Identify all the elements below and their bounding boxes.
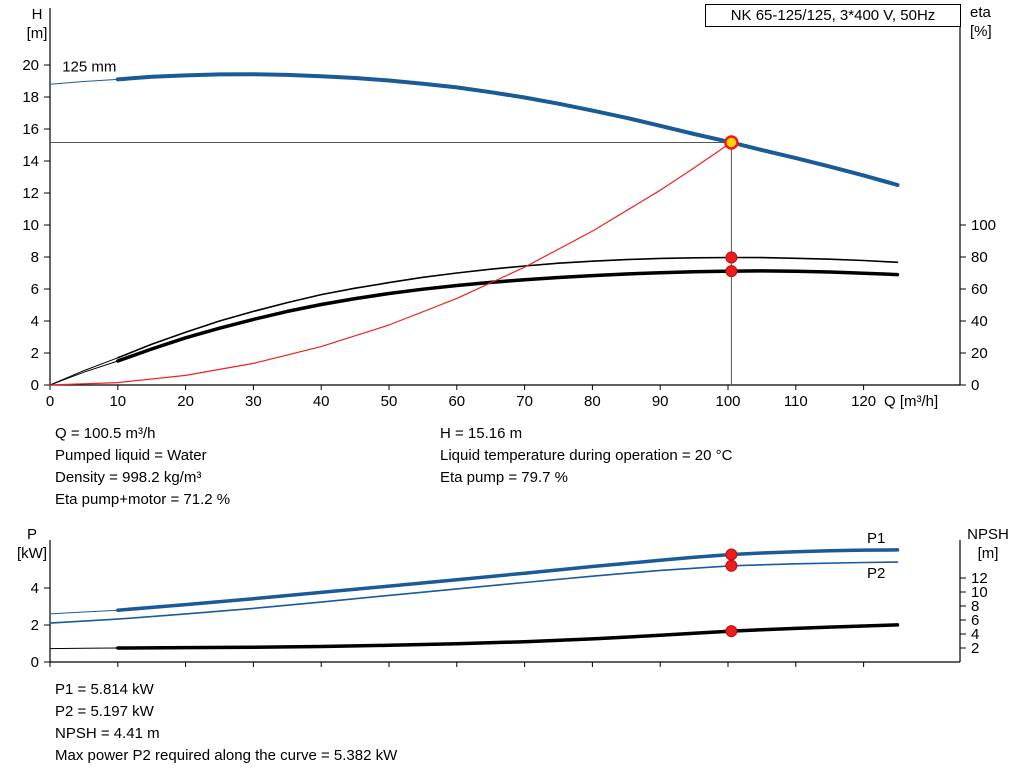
curve-point-marker <box>725 625 738 638</box>
x-tick-label: 0 <box>46 393 54 410</box>
y-tick-right-label: 80 <box>971 249 988 266</box>
system-curve <box>49 141 733 386</box>
p1-curve <box>116 548 900 612</box>
annotation-line: Pumped liquid = Water <box>55 447 207 464</box>
y-tick-right-label: 60 <box>971 281 988 298</box>
eta-axis-title: eta [%] <box>970 3 1016 41</box>
p2-curve <box>49 561 899 624</box>
y-tick-left-label: 2 <box>31 345 39 362</box>
y-tick-right-label: 12 <box>971 570 988 587</box>
eta-pump-motor-lead <box>49 360 119 386</box>
x-tick-label: 20 <box>177 393 194 410</box>
y-tick-right-label: 6 <box>971 612 979 629</box>
axis-title-line: eta <box>970 4 991 21</box>
curve-point-marker <box>725 265 738 278</box>
y-tick-right-label: 0 <box>971 377 979 394</box>
y-tick-left-label: 18 <box>22 89 39 106</box>
npsh-lead <box>49 647 119 650</box>
x-tick-label: 70 <box>516 393 533 410</box>
y-tick-left-label: 0 <box>31 377 39 394</box>
x-tick-label: 100 <box>715 393 740 410</box>
eta-pump-motor-curve <box>116 269 900 363</box>
curve-label: 125 mm <box>62 58 116 75</box>
x-tick-label: 120 <box>851 393 876 410</box>
axis-title-line: [m] <box>977 545 999 562</box>
axis-title-line: NPSH <box>967 526 1009 543</box>
curve-label: P1 <box>867 530 885 547</box>
pump-title-box: NK 65-125/125, 3*400 V, 50Hz <box>705 4 961 27</box>
y-tick-left-label: 4 <box>31 313 39 330</box>
annotation-line: P2 = 5.197 kW <box>55 703 154 720</box>
x-tick-label: 10 <box>109 393 126 410</box>
y-tick-right-label: 100 <box>971 217 996 234</box>
duty-point-marker <box>724 135 739 150</box>
x-tick-label: 50 <box>381 393 398 410</box>
power-annotations: P1 = 5.814 kW P2 = 5.197 kW NPSH = 4.41 … <box>55 679 397 767</box>
annotation-line: Eta pump+motor = 71.2 % <box>55 491 231 508</box>
y-tick-right-label: 2 <box>971 640 979 657</box>
y-tick-left-label: 12 <box>22 185 39 202</box>
curve-point-marker <box>725 559 738 572</box>
curve-point-marker <box>725 548 738 561</box>
annotation-line: NPSH = 4.41 m <box>55 725 160 742</box>
y-tick-right-label: 4 <box>971 626 979 643</box>
duty-annotations-left: Q = 100.5 m³/h Pumped liquid = Water Den… <box>55 423 230 511</box>
x-tick-label: 40 <box>313 393 330 410</box>
y-tick-left-label: 0 <box>31 654 39 671</box>
y-tick-left-label: 10 <box>22 217 39 234</box>
pump-title: NK 65-125/125, 3*400 V, 50Hz <box>730 7 936 24</box>
axis-title-line: [kW] <box>17 545 47 562</box>
q-axis-title: Q [m³/h] <box>884 393 939 410</box>
annotation-line: Q = 100.5 m³/h <box>55 425 156 442</box>
x-tick-label: 30 <box>245 393 262 410</box>
p1-lead <box>49 609 119 615</box>
y-tick-left-label: 6 <box>31 281 39 298</box>
x-tick-label: 110 <box>784 393 808 410</box>
x-tick-label: 80 <box>584 393 601 410</box>
y-tick-right-label: 20 <box>971 345 988 362</box>
y-tick-left-label: 14 <box>22 153 39 170</box>
y-tick-right-label: 40 <box>971 313 988 330</box>
p-axis-title: P [kW] <box>10 525 54 563</box>
annotation-line: Liquid temperature during operation = 20… <box>440 447 733 464</box>
y-tick-left-label: 20 <box>22 57 39 74</box>
eta-pump-curve <box>117 256 899 359</box>
axis-title-line: [m] <box>26 25 48 42</box>
pump-curve-125mm <box>115 72 900 187</box>
h-axis-title: H [m] <box>20 5 54 43</box>
annotation-line: P1 = 5.814 kW <box>55 681 154 698</box>
y-tick-left-label: 8 <box>31 249 39 266</box>
pump-curve-lead <box>49 78 119 85</box>
y-tick-left-label: 4 <box>31 580 39 597</box>
annotation-line: Eta pump = 79.7 % <box>440 469 568 486</box>
npsh-axis-title: NPSH [m] <box>964 525 1012 563</box>
annotation-line: Max power P2 required along the curve = … <box>55 747 398 764</box>
y-tick-right-label: 10 <box>971 584 988 601</box>
npsh-curve <box>116 623 900 650</box>
y-tick-right-label: 8 <box>971 598 979 615</box>
curve-point-marker <box>725 251 738 264</box>
duty-annotations-right: H = 15.16 m Liquid temperature during op… <box>440 423 732 489</box>
axis-title-line: H <box>31 6 43 23</box>
x-tick-label: 60 <box>448 393 465 410</box>
axis-title-line: [%] <box>970 23 992 40</box>
y-tick-left-label: 16 <box>22 121 39 138</box>
axis-title-line: P <box>26 526 37 543</box>
x-tick-label: 90 <box>652 393 669 410</box>
annotation-line: Density = 998.2 kg/m³ <box>55 469 202 486</box>
annotation-line: H = 15.16 m <box>440 425 523 442</box>
y-tick-left-label: 2 <box>31 617 39 634</box>
curve-label: P2 <box>867 565 885 582</box>
